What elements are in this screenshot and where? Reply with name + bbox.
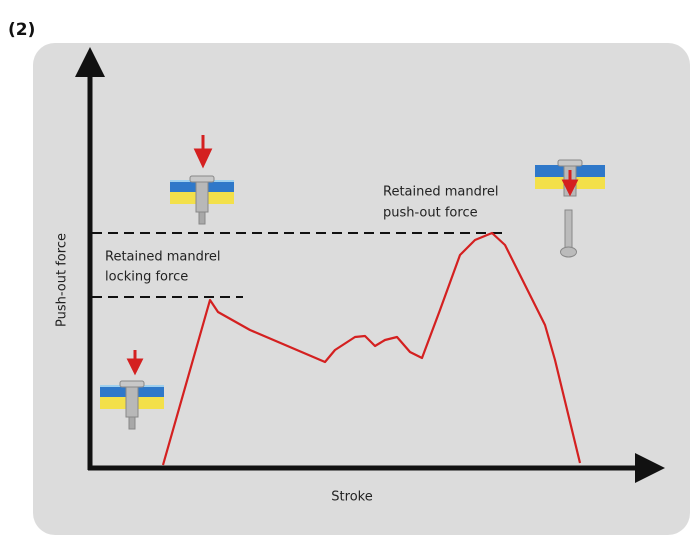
annotation: Retained mandrel bbox=[383, 185, 499, 200]
figure-label: (2) bbox=[8, 20, 35, 40]
annotation: Retained mandrel bbox=[105, 250, 221, 265]
panel bbox=[33, 43, 690, 535]
x-axis-label: Stroke bbox=[331, 490, 372, 505]
y-axis-label: Push-out force bbox=[55, 233, 70, 327]
annotation: locking force bbox=[105, 270, 188, 285]
diagram: (2) Retained mandrel push-out force Reta… bbox=[0, 0, 700, 541]
annotation: push-out force bbox=[383, 206, 478, 221]
